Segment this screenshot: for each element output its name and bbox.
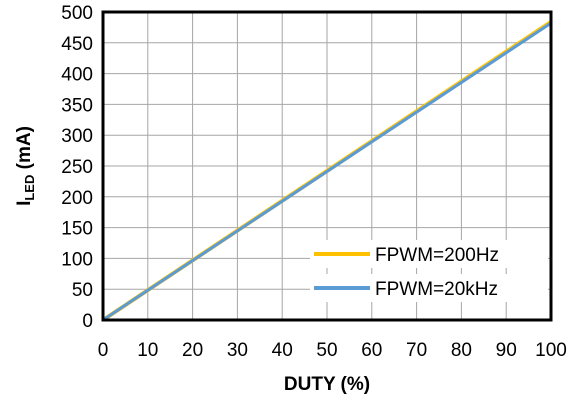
x-tick-label: 20 [182,340,203,361]
x-tick-labels: 0 10 20 30 40 50 60 70 80 90 100 [98,340,567,361]
plot-frame [101,10,553,322]
y-tick-label: 450 [61,34,93,55]
x-tick-label: 80 [451,340,472,361]
y-axis-title: ILED (mA) [14,126,37,206]
y-tick-label: 400 [61,65,93,86]
y-tick-label: 100 [61,249,93,270]
y-axis-title-subscript: LED [22,175,37,201]
legend-label: FPWM=20kHz [375,279,498,300]
y-tick-labels: 0 50 100 150 200 250 300 350 400 450 500 [61,3,93,332]
x-tick-label: 60 [361,340,382,361]
legend: FPWM=200Hz FPWM=20kHz [310,240,548,302]
y-tick-label: 50 [72,280,93,301]
x-tick-label: 70 [406,340,427,361]
x-axis-title: DUTY (%) [284,374,370,395]
x-tick-label: 100 [535,340,567,361]
y-tick-label: 200 [61,188,93,209]
x-tick-label: 90 [496,340,517,361]
series-lines [101,20,553,322]
y-tick-label: 300 [61,126,93,147]
x-tick-label: 0 [98,340,109,361]
y-tick-label: 150 [61,219,93,240]
x-tick-label: 10 [137,340,158,361]
legend-label: FPWM=200Hz [375,245,499,266]
series-line-2 [102,21,552,322]
y-tick-label: 350 [61,95,93,116]
y-axis-title-unit: (mA) [14,126,35,175]
y-tick-label: 250 [61,157,93,178]
x-tick-label: 50 [316,340,337,361]
x-tick-label: 40 [272,340,293,361]
y-tick-label: 500 [61,3,93,24]
x-tick-label: 30 [227,340,248,361]
y-axis-title-main: I [14,201,35,206]
y-tick-label: 0 [82,311,93,332]
